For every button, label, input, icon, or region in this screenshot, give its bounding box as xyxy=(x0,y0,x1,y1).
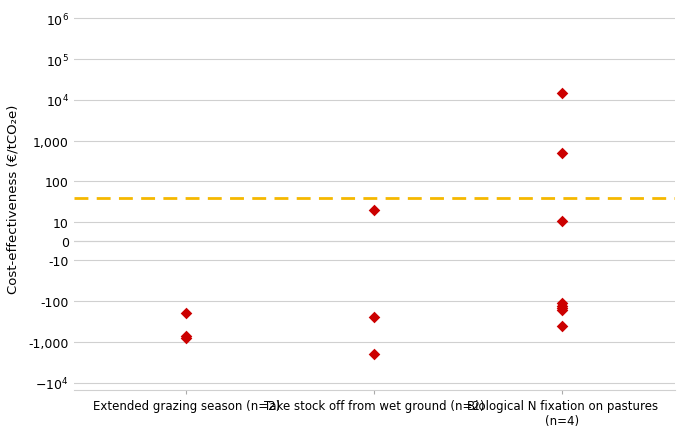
Point xyxy=(557,217,567,224)
Point xyxy=(557,302,567,309)
Point xyxy=(557,150,567,157)
Point xyxy=(181,310,192,317)
Point xyxy=(557,322,567,329)
Point xyxy=(181,332,192,339)
Y-axis label: Cost-effectiveness (€/tCO₂e): Cost-effectiveness (€/tCO₂e) xyxy=(7,104,20,293)
Point xyxy=(369,351,380,358)
Point xyxy=(557,90,567,97)
Point xyxy=(369,207,380,214)
Point xyxy=(369,314,380,321)
Point xyxy=(557,305,567,312)
Point xyxy=(557,300,567,307)
Point xyxy=(557,306,567,313)
Point xyxy=(181,335,192,342)
